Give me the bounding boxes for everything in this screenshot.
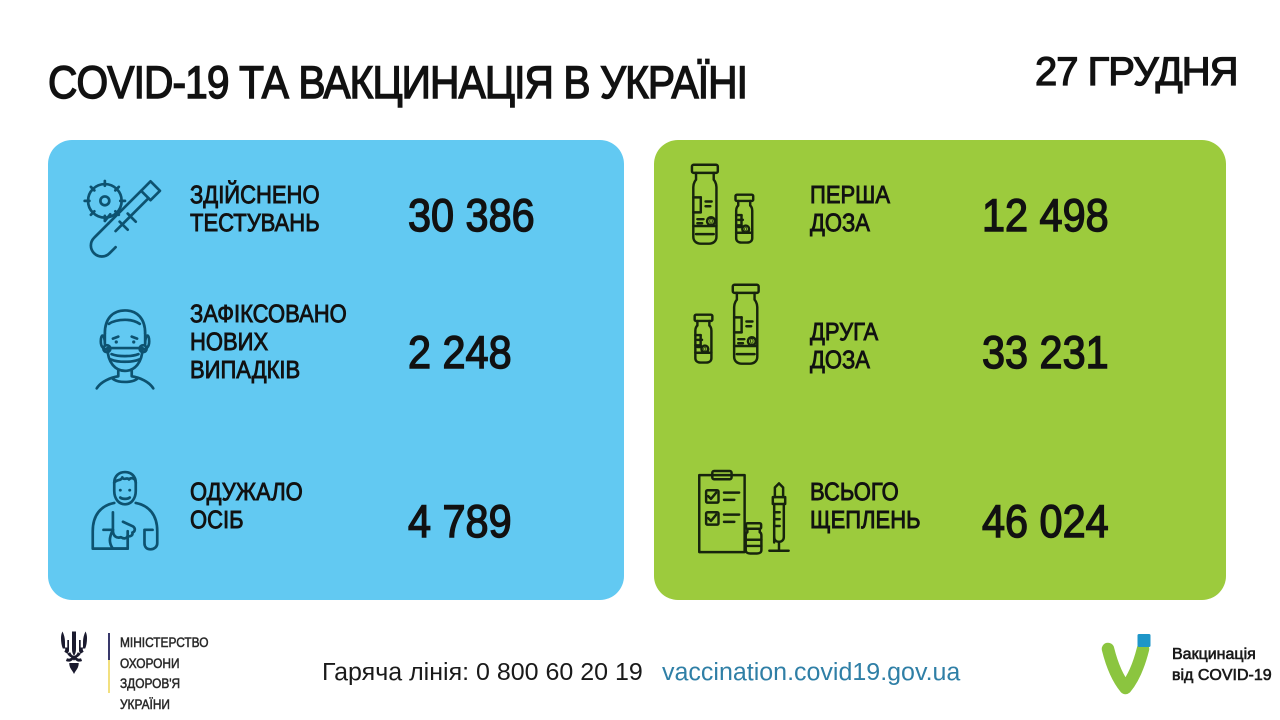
svg-text:0: 0 — [703, 347, 706, 353]
svg-text:0: 0 — [709, 219, 713, 226]
svg-text:0: 0 — [750, 339, 754, 346]
svg-text:0: 0 — [744, 227, 747, 233]
